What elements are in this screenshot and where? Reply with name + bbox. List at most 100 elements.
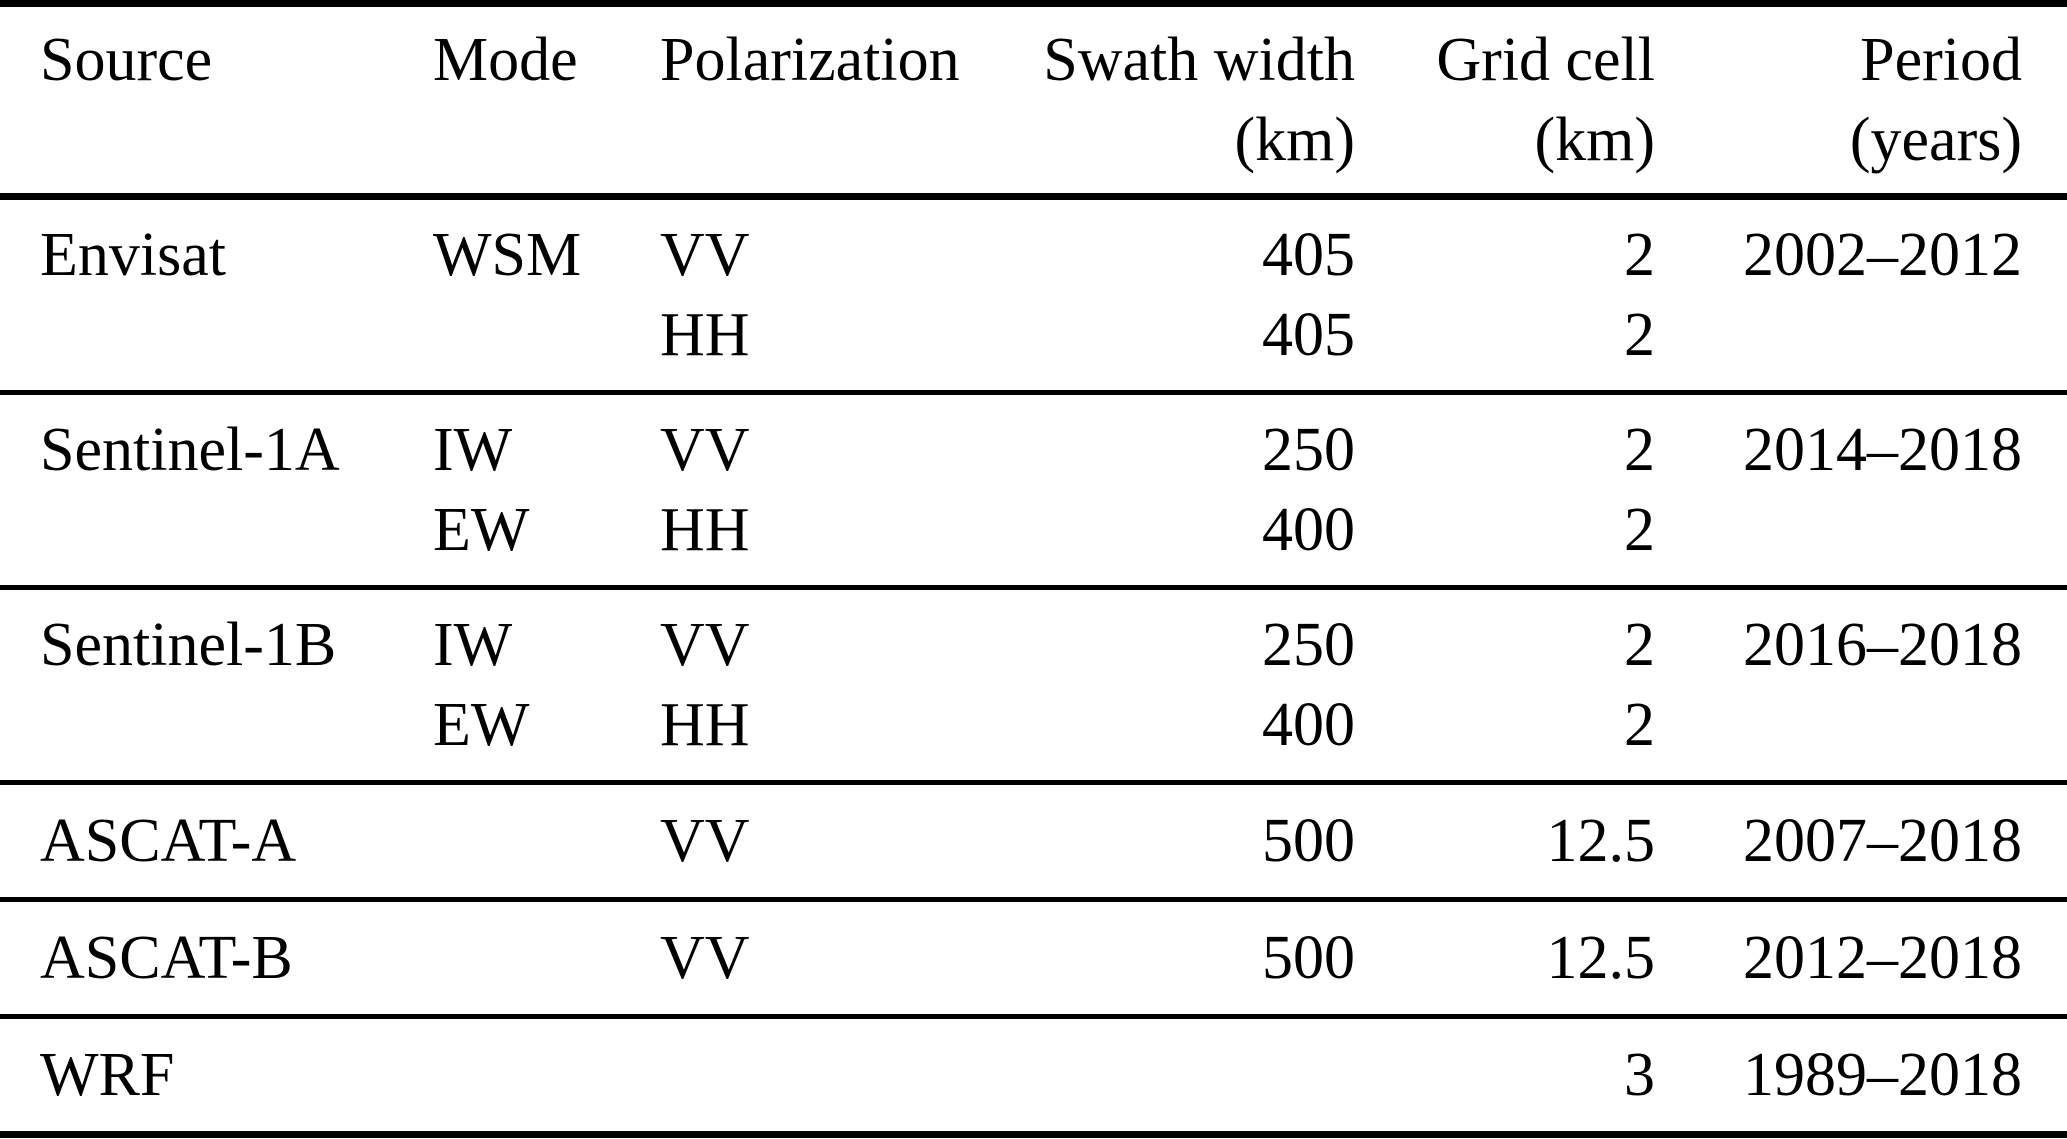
period-unit-label: (years) bbox=[1849, 106, 2022, 174]
period-header-label: Period bbox=[1860, 26, 2022, 94]
envisat-swath-line-2: 405 bbox=[1262, 301, 1355, 369]
sentinel-1b-mode-line-2: EW bbox=[433, 691, 530, 759]
sentinel-1a-polarization-cell: VV HH bbox=[660, 393, 990, 588]
source-header-label: Source bbox=[40, 26, 213, 94]
grid-cell-column-header: Grid cell (km) bbox=[1355, 4, 1655, 197]
wrf-mode-cell bbox=[433, 1017, 660, 1135]
sentinel-1b-grid-line-1: 2 bbox=[1624, 611, 1655, 679]
wrf-swath-cell bbox=[990, 1017, 1355, 1135]
sentinel-1a-period-label: 2014–2018 bbox=[1743, 416, 2022, 484]
envisat-source-label: Envisat bbox=[40, 221, 226, 289]
sentinel-1b-mode-line-1: IW bbox=[433, 611, 513, 679]
ascat-b-period-cell: 2012–2018 bbox=[1655, 900, 2067, 1017]
sentinel-1b-grid-line-2: 2 bbox=[1624, 691, 1655, 759]
sentinel-1a-period-cell: 2014–2018 bbox=[1655, 393, 2067, 588]
sentinel-1b-swath-line-2: 400 bbox=[1262, 691, 1355, 759]
sentinel-1a-grid-cell: 2 2 bbox=[1355, 393, 1655, 588]
swath-width-column-header: Swath width (km) bbox=[990, 4, 1355, 197]
wrf-source-cell: WRF bbox=[0, 1017, 433, 1135]
polarization-header-label: Polarization bbox=[660, 26, 960, 94]
table-row-sentinel-1a: Sentinel-1A IW EW VV HH 250 400 2 2 bbox=[0, 393, 2067, 588]
sentinel-1a-pol-line-1: VV bbox=[660, 416, 750, 484]
sentinel-1b-swath-line-1: 250 bbox=[1262, 611, 1355, 679]
sentinel-1b-pol-line-2: HH bbox=[660, 691, 750, 759]
ascat-a-grid-line-1: 12.5 bbox=[1546, 807, 1656, 875]
period-column-header: Period (years) bbox=[1655, 4, 2067, 197]
sentinel-1a-mode-line-2: EW bbox=[433, 496, 530, 564]
ascat-a-pol-line-1: VV bbox=[660, 807, 750, 875]
envisat-polarization-cell: VV HH bbox=[660, 197, 990, 393]
sentinel-1b-mode-cell: IW EW bbox=[433, 588, 660, 783]
table-row-ascat-b: ASCAT-B VV 500 12.5 2012–2018 bbox=[0, 900, 2067, 1017]
source-column-header: Source bbox=[0, 4, 433, 197]
sentinel-1b-polarization-cell: VV HH bbox=[660, 588, 990, 783]
sentinel-1a-swath-line-1: 250 bbox=[1262, 416, 1355, 484]
envisat-mode-line-1: WSM bbox=[433, 221, 582, 289]
sentinel-1a-mode-line-1: IW bbox=[433, 416, 513, 484]
envisat-source-cell: Envisat bbox=[0, 197, 433, 393]
sentinel-1b-source-cell: Sentinel-1B bbox=[0, 588, 433, 783]
table-row-sentinel-1b: Sentinel-1B IW EW VV HH 250 400 2 2 bbox=[0, 588, 2067, 783]
ascat-a-swath-line-1: 500 bbox=[1262, 807, 1355, 875]
table-header: Source Mode Polarization Swath width (km… bbox=[0, 4, 2067, 197]
sentinel-1a-grid-line-1: 2 bbox=[1624, 416, 1655, 484]
ascat-a-source-label: ASCAT-A bbox=[40, 807, 297, 875]
envisat-period-label: 2002–2012 bbox=[1743, 221, 2022, 289]
ascat-a-mode-cell bbox=[433, 783, 660, 900]
sentinel-1a-source-cell: Sentinel-1A bbox=[0, 393, 433, 588]
mode-header-label: Mode bbox=[433, 26, 578, 94]
ascat-a-grid-cell: 12.5 bbox=[1355, 783, 1656, 900]
ascat-b-polarization-cell: VV bbox=[660, 900, 990, 1017]
envisat-mode-cell: WSM bbox=[433, 197, 660, 393]
sentinel-1a-pol-line-2: HH bbox=[660, 496, 750, 564]
wrf-polarization-cell bbox=[660, 1017, 990, 1135]
envisat-grid-line-2: 2 bbox=[1624, 301, 1655, 369]
sentinel-1b-period-label: 2016–2018 bbox=[1743, 611, 2022, 679]
envisat-swath-cell: 405 405 bbox=[990, 197, 1355, 393]
wrf-period-cell: 1989–2018 bbox=[1655, 1017, 2067, 1135]
swath-width-unit-label: (km) bbox=[1234, 106, 1355, 174]
ascat-b-pol-line-1: VV bbox=[660, 924, 750, 992]
envisat-grid-cell: 2 2 bbox=[1355, 197, 1655, 393]
sentinel-1a-swath-cell: 250 400 bbox=[990, 393, 1355, 588]
ascat-b-source-cell: ASCAT-B bbox=[0, 900, 433, 1017]
sentinel-1b-pol-line-1: VV bbox=[660, 611, 750, 679]
mode-column-header: Mode bbox=[433, 4, 660, 197]
ascat-b-swath-cell: 500 bbox=[990, 900, 1355, 1017]
ascat-a-period-cell: 2007–2018 bbox=[1655, 783, 2067, 900]
swath-width-header-label: Swath width bbox=[1043, 26, 1355, 94]
ascat-b-grid-line-1: 12.5 bbox=[1546, 924, 1656, 992]
wrf-source-label: WRF bbox=[40, 1041, 175, 1109]
ascat-a-polarization-cell: VV bbox=[660, 783, 990, 900]
sentinel-1a-mode-cell: IW EW bbox=[433, 393, 660, 588]
ascat-a-swath-cell: 500 bbox=[990, 783, 1355, 900]
table-row-ascat-a: ASCAT-A VV 500 12.5 2007–2018 bbox=[0, 783, 2067, 900]
sentinel-1b-source-label: Sentinel-1B bbox=[40, 611, 337, 679]
ascat-a-period-label: 2007–2018 bbox=[1743, 807, 2022, 875]
sentinel-1a-grid-line-2: 2 bbox=[1624, 496, 1655, 564]
ascat-b-grid-cell: 12.5 bbox=[1355, 900, 1656, 1017]
envisat-swath-line-1: 405 bbox=[1262, 221, 1355, 289]
envisat-pol-line-2: HH bbox=[660, 301, 750, 369]
ascat-b-period-label: 2012–2018 bbox=[1743, 924, 2022, 992]
grid-cell-header-label: Grid cell bbox=[1436, 26, 1655, 94]
wrf-grid-line-1: 3 bbox=[1624, 1041, 1655, 1109]
ascat-b-source-label: ASCAT-B bbox=[40, 924, 293, 992]
wrf-period-label: 1989–2018 bbox=[1743, 1041, 2022, 1109]
envisat-period-cell: 2002–2012 bbox=[1655, 197, 2067, 393]
grid-cell-unit-label: (km) bbox=[1534, 106, 1655, 174]
table-row-wrf: WRF 3 1989–2018 bbox=[0, 1017, 2067, 1135]
table-body: Envisat WSM VV HH 405 405 2 2 bbox=[0, 197, 2067, 1135]
ascat-b-mode-cell bbox=[433, 900, 660, 1017]
ascat-b-swath-line-1: 500 bbox=[1262, 924, 1355, 992]
sentinel-1b-swath-cell: 250 400 bbox=[990, 588, 1355, 783]
polarization-column-header: Polarization bbox=[660, 4, 990, 197]
envisat-pol-line-1: VV bbox=[660, 221, 750, 289]
sentinel-1a-swath-line-2: 400 bbox=[1262, 496, 1355, 564]
ascat-a-source-cell: ASCAT-A bbox=[0, 783, 433, 900]
sentinel-1b-period-cell: 2016–2018 bbox=[1655, 588, 2067, 783]
header-row: Source Mode Polarization Swath width (km… bbox=[0, 4, 2067, 197]
sentinel-1b-grid-cell: 2 2 bbox=[1355, 588, 1655, 783]
